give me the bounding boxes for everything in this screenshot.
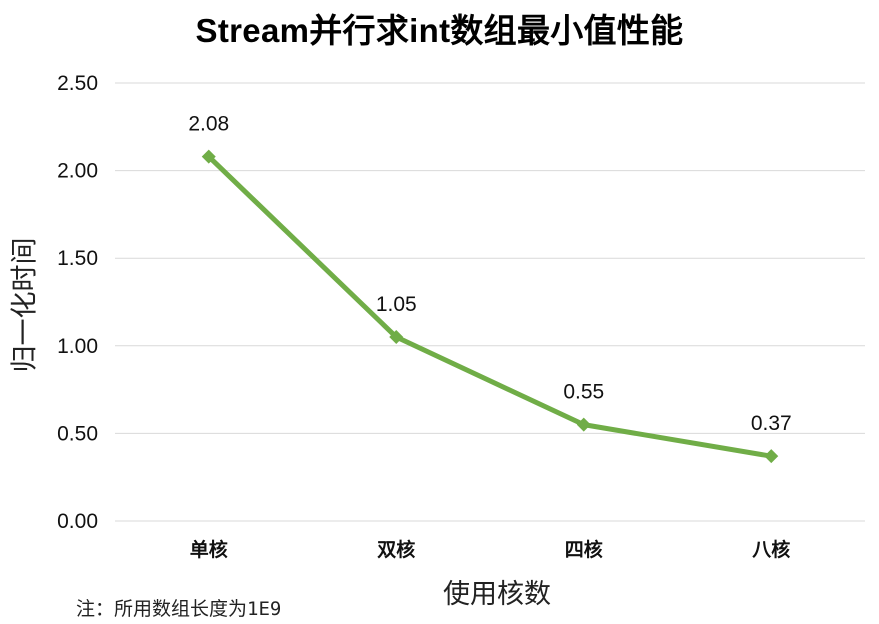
data-label: 1.05 [376,293,417,316]
data-label: 2.08 [188,113,229,136]
footnote: 注：所用数组长度为1E9 [76,598,282,620]
y-tick-label: 1.50 [57,247,98,270]
series [201,149,779,464]
x-tick-label: 八核 [752,538,790,561]
gridlines [115,82,865,522]
y-tick-labels: 0.00 0.50 1.00 1.50 2.00 2.50 [57,72,98,533]
data-point-marker [201,149,216,164]
y-tick-label: 1.00 [57,335,98,358]
x-tick-labels: 单核 双核 四核 八核 [190,538,791,561]
y-tick-label: 0.50 [57,422,98,445]
x-axis-label: 使用核数 [443,579,551,610]
chart-title: Stream并行求int数组最小值性能 [195,12,684,49]
data-label: 0.37 [751,412,792,435]
x-tick-label: 双核 [377,538,415,561]
data-point-marker [764,449,779,464]
x-tick-label: 单核 [190,538,228,561]
data-point-marker [576,417,591,432]
y-tick-label: 2.50 [57,72,98,95]
y-tick-label: 0.00 [57,510,98,533]
series-line [206,154,774,459]
y-tick-label: 2.00 [57,160,98,183]
data-labels: 2.08 1.05 0.55 0.37 [188,113,791,436]
x-tick-label: 四核 [565,538,603,561]
data-label: 0.55 [563,381,604,404]
data-point-marker [389,330,404,345]
